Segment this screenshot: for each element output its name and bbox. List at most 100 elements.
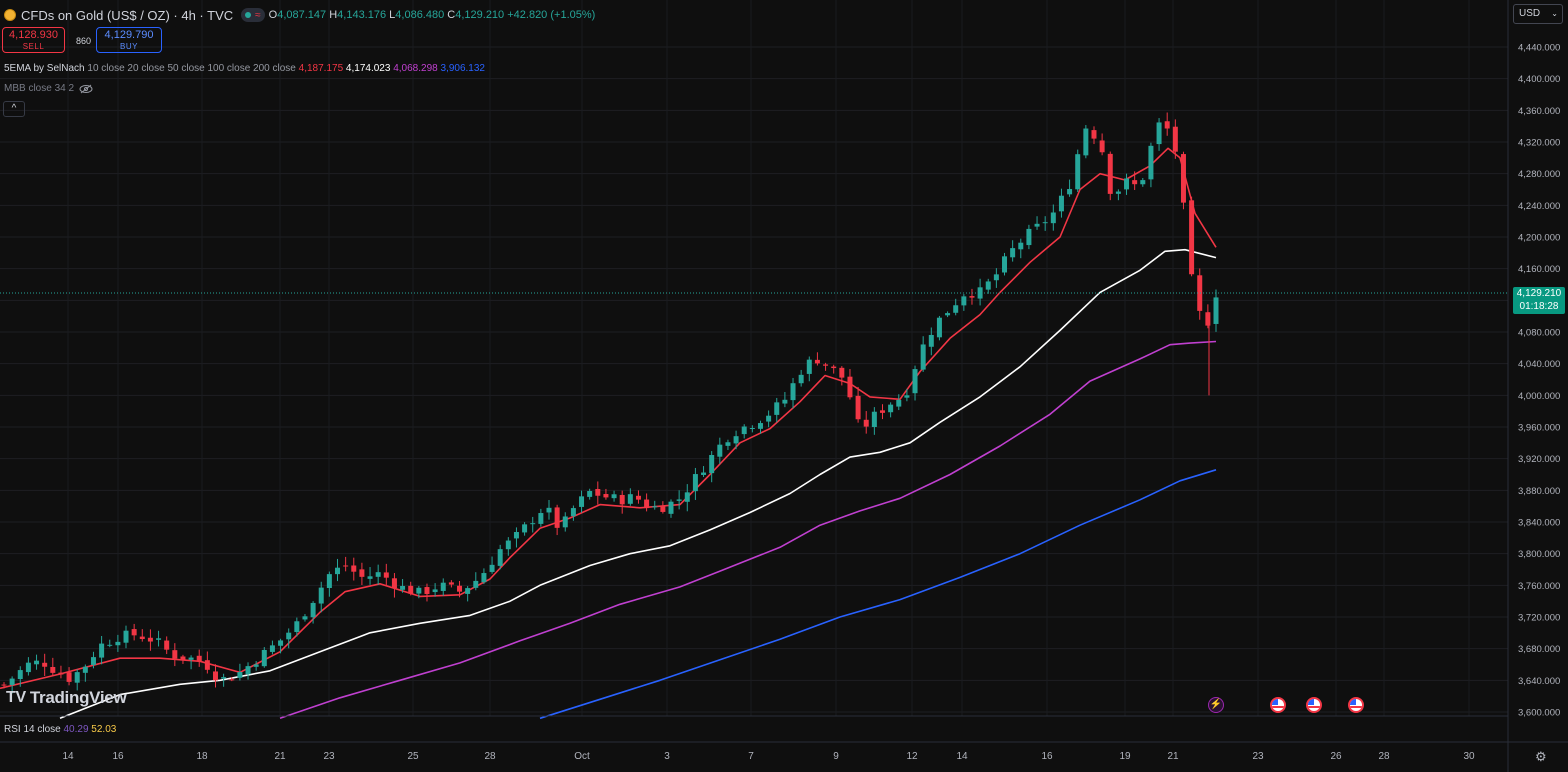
candle-up bbox=[253, 664, 259, 667]
candle-up bbox=[1124, 178, 1130, 190]
watermark-text: TradingView bbox=[29, 688, 127, 707]
candle-up bbox=[237, 672, 243, 678]
tradingview-logo-icon: TV bbox=[6, 689, 26, 706]
buy-button[interactable]: 4,129.790 BUY bbox=[96, 27, 162, 53]
symbol-header: CFDs on Gold (US$ / OZ) · 4h · TVC ≈ O4,… bbox=[4, 6, 595, 24]
candle-up bbox=[318, 587, 324, 604]
mbb-indicator-legend[interactable]: MBB close 34 2 bbox=[4, 83, 93, 94]
time-tick-label: 28 bbox=[484, 751, 496, 762]
eye-hidden-icon[interactable] bbox=[79, 84, 93, 94]
candle-up bbox=[888, 404, 894, 413]
candle-up bbox=[936, 317, 942, 338]
candle-up bbox=[481, 573, 487, 583]
currency-label: USD bbox=[1519, 8, 1541, 19]
candle-up bbox=[871, 411, 877, 427]
candle-down bbox=[1164, 121, 1170, 129]
rsi-value-2: 52.03 bbox=[91, 724, 117, 735]
price-tick-label: 4,320.000 bbox=[1518, 138, 1560, 149]
spread-value: 860 bbox=[76, 36, 92, 46]
ema-indicator-legend[interactable]: 5EMA by SelNach 10 close 20 close 50 clo… bbox=[4, 63, 485, 74]
price-tick-label: 4,080.000 bbox=[1518, 328, 1560, 339]
price-tick-label: 3,760.000 bbox=[1518, 581, 1560, 592]
candle-up bbox=[953, 305, 959, 313]
candle-down bbox=[1180, 154, 1186, 203]
ema-value-1: 4,187.175 bbox=[298, 63, 344, 74]
us-flag-icon[interactable] bbox=[1270, 697, 1286, 713]
ema-50-line bbox=[279, 340, 1217, 720]
candle-up bbox=[326, 574, 332, 588]
candle-up bbox=[774, 402, 780, 415]
candle-down bbox=[212, 671, 218, 681]
gear-icon[interactable]: ⚙ bbox=[1535, 749, 1547, 764]
us-flag-icon[interactable] bbox=[1348, 697, 1364, 713]
candle-up bbox=[123, 630, 129, 643]
candle-up bbox=[766, 415, 772, 422]
buy-label: BUY bbox=[120, 42, 138, 51]
ohlc-close-key: C bbox=[447, 9, 456, 21]
candle-up bbox=[579, 496, 585, 507]
candle-up bbox=[749, 428, 755, 430]
candle-up bbox=[302, 616, 308, 620]
collapse-legend-button[interactable]: ^ bbox=[3, 101, 25, 117]
price-tick-label: 3,600.000 bbox=[1518, 708, 1560, 719]
candle-down bbox=[1, 684, 7, 686]
candle-up bbox=[375, 572, 381, 577]
candle-up bbox=[790, 383, 796, 401]
candle-down bbox=[42, 662, 48, 667]
candle-down bbox=[448, 582, 454, 585]
lightning-event-icon[interactable]: ⚡ bbox=[1208, 697, 1224, 713]
sell-button[interactable]: 4,128.930 SELL bbox=[2, 27, 65, 53]
us-flag-icon[interactable] bbox=[1306, 697, 1322, 713]
candle-up bbox=[993, 274, 999, 281]
time-tick-label: 3 bbox=[664, 751, 670, 762]
mbb-indicator-name: MBB close 34 2 bbox=[4, 83, 75, 94]
candle-up bbox=[489, 564, 495, 572]
candle-up bbox=[25, 662, 31, 673]
symbol-title[interactable]: CFDs on Gold (US$ / OZ) · 4h · TVC bbox=[21, 7, 234, 23]
currency-select[interactable]: USD ⌄ bbox=[1513, 4, 1563, 24]
ohlc-low-key: L bbox=[389, 9, 396, 21]
price-tick-label: 4,040.000 bbox=[1518, 359, 1560, 370]
candle-up bbox=[1034, 223, 1040, 227]
candle-down bbox=[1197, 275, 1203, 311]
candle-up bbox=[725, 442, 731, 446]
candle-down bbox=[554, 507, 560, 528]
moving-averages bbox=[0, 147, 1217, 720]
candle-down bbox=[660, 506, 666, 512]
tradingview-watermark[interactable]: TV TradingView bbox=[6, 688, 127, 708]
sell-label: SELL bbox=[22, 42, 45, 51]
candle-up bbox=[156, 638, 162, 640]
candle-up bbox=[570, 508, 576, 517]
candle-down bbox=[635, 495, 641, 500]
candle-up bbox=[1050, 212, 1056, 224]
candle-up bbox=[896, 399, 902, 407]
market-status-badge[interactable]: ≈ bbox=[241, 8, 265, 22]
time-tick-label: Oct bbox=[574, 751, 590, 762]
ema-20-line bbox=[59, 248, 1217, 720]
time-tick-label: 16 bbox=[1041, 751, 1053, 762]
rsi-indicator-legend[interactable]: RSI 14 close 40.29 52.03 bbox=[4, 724, 116, 735]
candle-down bbox=[50, 666, 56, 673]
candle-down bbox=[180, 656, 186, 660]
candle-up bbox=[1148, 145, 1154, 180]
price-tick-label: 4,160.000 bbox=[1518, 264, 1560, 275]
time-tick-label: 9 bbox=[833, 751, 839, 762]
candle-up bbox=[400, 585, 406, 590]
candle-down bbox=[58, 672, 64, 675]
candle-up bbox=[245, 666, 251, 675]
candle-up bbox=[611, 494, 617, 499]
candle-down bbox=[139, 636, 145, 640]
rsi-indicator-name: RSI 14 close bbox=[4, 724, 61, 735]
price-tick-label: 3,920.000 bbox=[1518, 454, 1560, 465]
time-tick-label: 21 bbox=[1167, 751, 1179, 762]
candle-up bbox=[782, 399, 788, 404]
candle-down bbox=[603, 494, 609, 498]
candle-down bbox=[229, 679, 235, 681]
candle-up bbox=[416, 587, 422, 594]
ema-indicator-name: 5EMA by SelNach bbox=[4, 63, 85, 74]
candle-up bbox=[684, 492, 690, 502]
time-tick-label: 25 bbox=[407, 751, 419, 762]
